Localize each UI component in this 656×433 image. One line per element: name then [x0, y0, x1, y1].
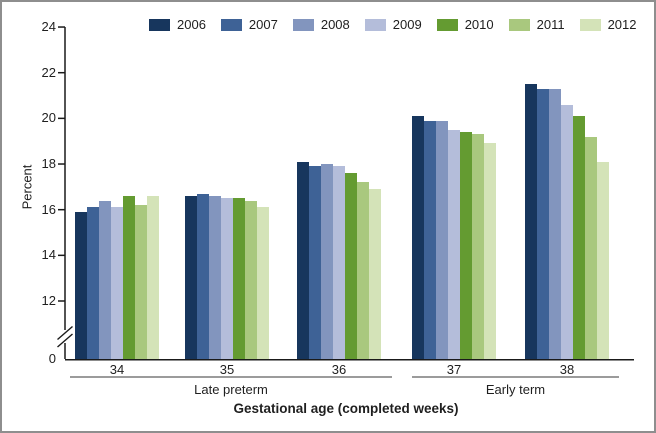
bar-2006-week35: [185, 196, 197, 359]
bar-2009-week38: [561, 105, 573, 359]
bar-2007-week35: [197, 194, 209, 359]
legend-swatch-2008: [292, 18, 314, 31]
y-tick-label-16: 16: [41, 201, 56, 217]
legend-label: 2012: [607, 17, 637, 32]
axis-break-slash: [57, 325, 73, 341]
x-tick-label-38: 38: [559, 362, 575, 377]
section-line-0: [70, 376, 392, 378]
bar-2008-week36: [321, 164, 333, 359]
bar-2006-week37: [412, 116, 424, 359]
y-tick-label-22: 22: [41, 64, 56, 80]
legend-item-2008: 2008: [292, 17, 350, 32]
legend-swatch-2009: [364, 18, 386, 31]
x-axis-title: Gestational age (completed weeks): [233, 401, 459, 416]
bar-2011-week35: [245, 201, 257, 359]
bar-2006-week38: [525, 84, 537, 359]
legend-swatch-2010: [436, 18, 458, 31]
bar-2011-week36: [357, 182, 369, 359]
legend-swatch-2007: [220, 18, 242, 31]
section-line-1: [412, 376, 619, 378]
legend-label: 2008: [320, 17, 350, 32]
y-tick-label-14: 14: [41, 247, 56, 263]
section-label: Late preterm: [194, 382, 268, 397]
legend-swatch-2012: [579, 18, 601, 31]
bar-2011-week38: [585, 137, 597, 359]
x-tick-label-36: 36: [331, 362, 347, 377]
bar-2010-week37: [460, 132, 472, 359]
section-label: Early term: [485, 382, 546, 397]
bar-2011-week37: [472, 134, 484, 359]
bar-2008-week34: [99, 201, 111, 359]
bar-2006-week36: [297, 162, 309, 359]
bar-2009-week36: [333, 166, 345, 359]
legend-label: 2011: [536, 17, 565, 32]
bar-2008-week37: [436, 121, 448, 359]
bar-2007-week36: [309, 166, 321, 359]
bar-2008-week38: [549, 89, 561, 359]
legend-item-2009: 2009: [364, 17, 422, 32]
legend-label: 2006: [177, 17, 206, 32]
bar-2010-week36: [345, 173, 357, 359]
bar-2009-week37: [448, 130, 460, 359]
bar-2009-week35: [221, 198, 233, 359]
bar-2012-week36: [369, 189, 381, 359]
bar-2009-week34: [111, 207, 123, 359]
legend-label: 2007: [248, 17, 278, 32]
bar-2006-week34: [75, 212, 87, 359]
axis-break-slash: [57, 333, 73, 348]
bar-2011-week34: [135, 205, 147, 359]
y-tick-label-24: 24: [41, 19, 56, 35]
bar-2012-week34: [147, 196, 159, 359]
x-tick-label-37: 37: [446, 362, 462, 377]
bar-2012-week37: [484, 143, 496, 359]
bar-2007-week38: [537, 89, 549, 359]
bar-2010-week34: [123, 196, 135, 359]
legend-item-2011: 2011: [508, 17, 565, 32]
bar-2012-week38: [597, 162, 609, 359]
legend-item-2007: 2007: [220, 17, 278, 32]
legend-label: 2009: [392, 17, 422, 32]
bar-2010-week38: [573, 116, 585, 359]
bar-2007-week37: [424, 121, 436, 359]
bar-2008-week35: [209, 196, 221, 359]
y-tick-label-12: 12: [41, 293, 56, 308]
y-tick-label-0: 0: [48, 351, 56, 366]
x-tick-label-35: 35: [219, 362, 235, 377]
legend: 2006 2007 2008 2009 2010 2011 2012: [149, 18, 637, 31]
y-tick-label-18: 18: [41, 156, 56, 172]
bar-2010-week35: [233, 198, 245, 359]
legend-item-2010: 2010: [436, 17, 494, 32]
y-tick-label-20: 20: [41, 110, 56, 126]
legend-item-2012: 2012: [579, 17, 637, 32]
x-tick-label-34: 34: [109, 362, 125, 377]
bar-2007-week34: [87, 207, 99, 359]
legend-label: 2010: [464, 17, 494, 32]
legend-item-2006: 2006: [149, 18, 206, 31]
legend-swatch-2006: [149, 18, 170, 31]
bar-2012-week35: [257, 207, 269, 359]
legend-swatch-2011: [508, 18, 530, 31]
